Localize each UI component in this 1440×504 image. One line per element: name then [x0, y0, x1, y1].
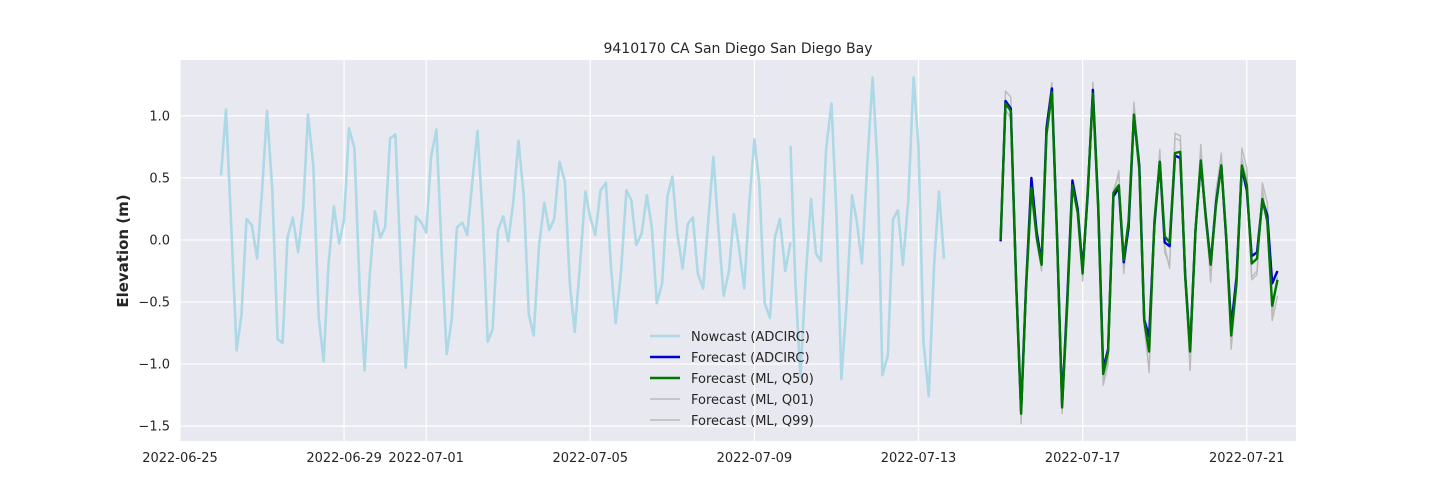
x-tick-label: 2022-07-01 [388, 451, 464, 466]
y-tick-label: 0.5 [149, 171, 170, 186]
legend-label: Forecast (ML, Q99) [691, 414, 814, 429]
x-tick-label: 2022-07-13 [881, 451, 957, 466]
series-line [999, 91, 1279, 415]
legend-label: Forecast (ML, Q50) [691, 372, 814, 387]
y-tick-label: 1.0 [149, 109, 170, 124]
plot-area [180, 60, 1296, 441]
series-line [789, 76, 946, 398]
y-tick-label: −1.5 [138, 420, 170, 435]
x-tick-label: 2022-07-09 [717, 451, 793, 466]
x-tick-label: 2022-07-05 [553, 451, 629, 466]
legend: Nowcast (ADCIRC) Forecast (ADCIRC) Forecas… [650, 330, 814, 429]
chart-title: 9410170 CA San Diego San Diego Bay [603, 41, 872, 57]
legend-label: Forecast (ML, Q01) [691, 393, 814, 408]
y-tick-label: 0.0 [149, 233, 170, 248]
y-tick-label: −1.0 [138, 358, 170, 373]
x-tick-label: 2022-07-17 [1045, 451, 1121, 466]
x-axis: 2022-06-25 2022-06-29 2022-07-01 2022-07-05… [142, 451, 1284, 466]
y-axis-label: Elevation (m) [114, 194, 132, 307]
series-line [219, 108, 792, 372]
x-tick-label: 2022-07-21 [1209, 451, 1285, 466]
y-axis: −1.5 −1.0 −0.5 0.0 0.5 1.0 [138, 109, 170, 434]
legend-label: Nowcast (ADCIRC) [691, 330, 810, 345]
y-tick-label: −0.5 [138, 296, 170, 311]
series-group [219, 76, 1279, 425]
x-tick-label: 2022-06-29 [306, 451, 382, 466]
legend-label: Forecast (ADCIRC) [691, 351, 810, 366]
x-tick-label: 2022-06-25 [142, 451, 218, 466]
